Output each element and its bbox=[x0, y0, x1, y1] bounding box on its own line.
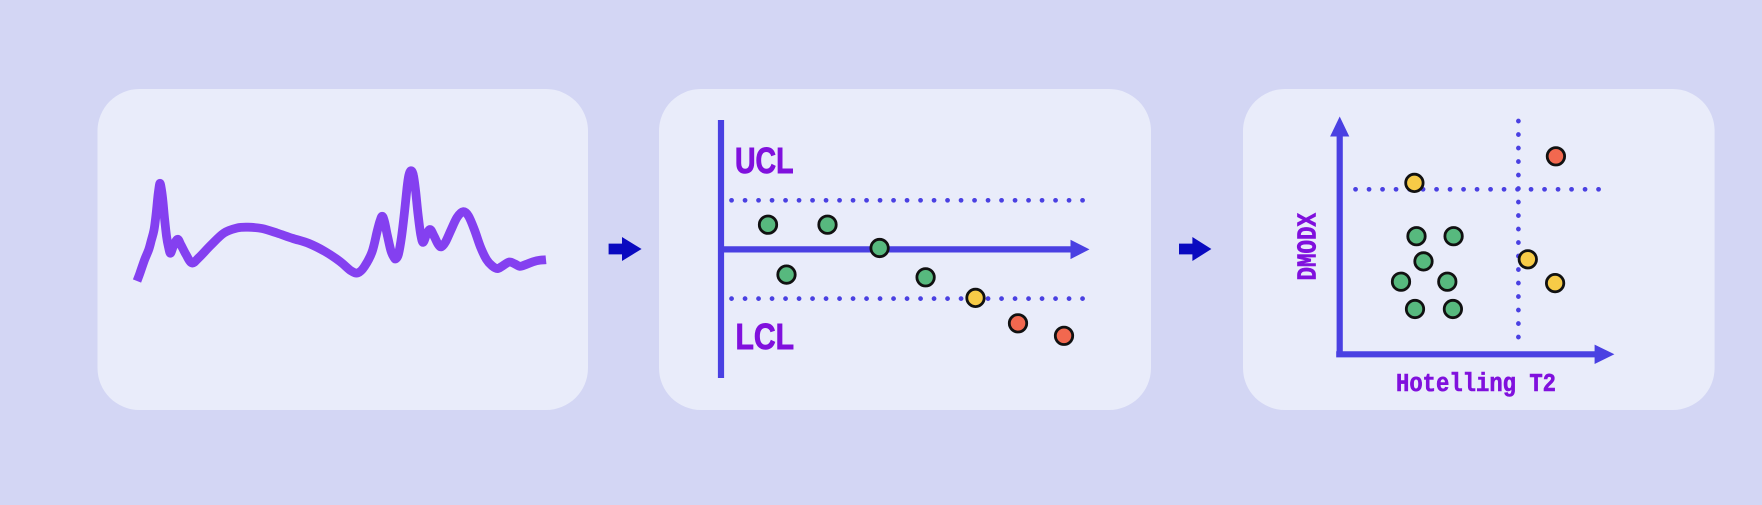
svg-text:UCL: UCL bbox=[735, 140, 794, 181]
svg-text:Hotelling T2: Hotelling T2 bbox=[1396, 370, 1556, 399]
svg-text:DMODX: DMODX bbox=[1294, 213, 1324, 281]
svg-text:LCL: LCL bbox=[736, 316, 795, 357]
